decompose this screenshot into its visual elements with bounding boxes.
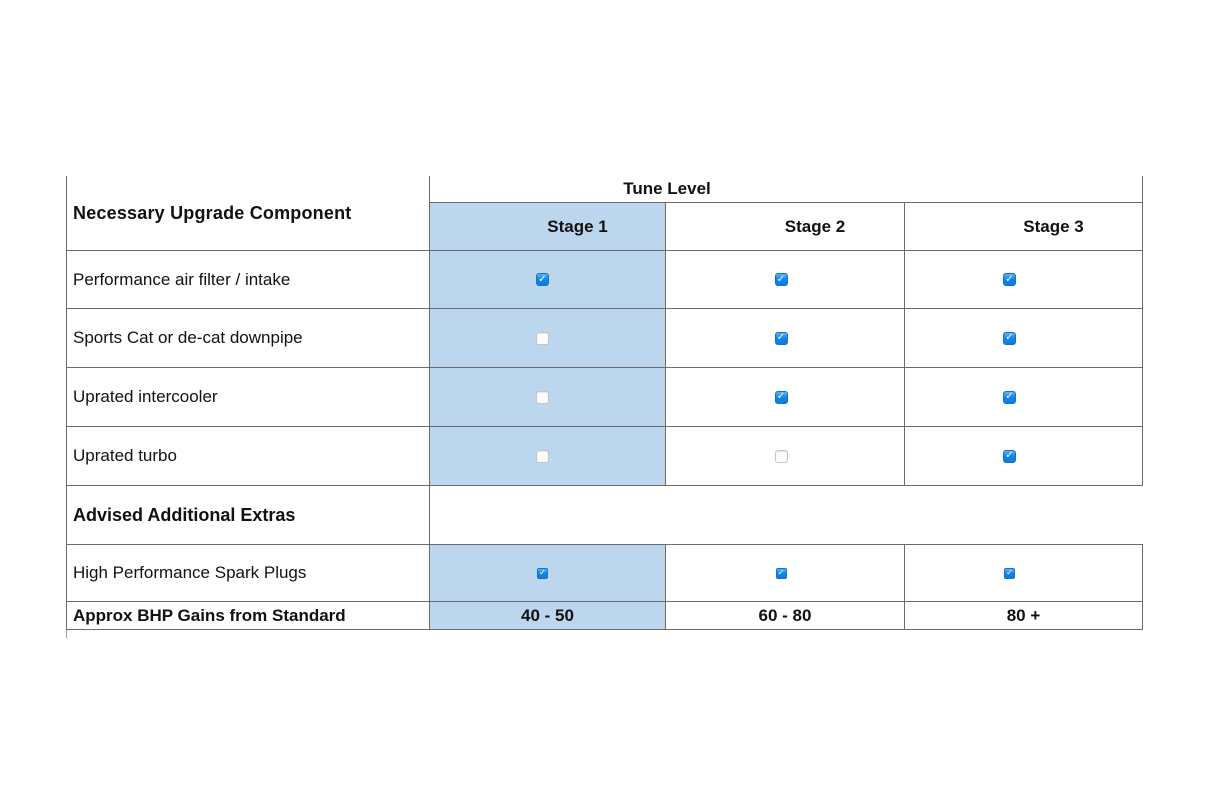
row-label: Performance air filter / intake (66, 251, 430, 309)
section-empty-cell (430, 486, 1143, 545)
row-label: Uprated turbo (66, 427, 430, 486)
stage3-cell (905, 545, 1143, 602)
section-header: Advised Additional Extras (66, 486, 430, 545)
stage2-cell (666, 545, 905, 602)
stage1-cell (430, 251, 666, 309)
stage-checkbox[interactable] (537, 567, 548, 579)
stage-checkbox[interactable] (536, 390, 549, 404)
stage2-header-label: Stage 2 (784, 216, 846, 236)
footer-label: Approx BHP Gains from Standard (66, 602, 430, 630)
stage-checkbox[interactable] (1004, 567, 1015, 579)
stage-checkbox[interactable] (1003, 390, 1016, 404)
stage3-cell (905, 368, 1143, 427)
stage2-cell (666, 251, 905, 309)
stage2-cell (666, 368, 905, 427)
stage1-cell (430, 427, 666, 486)
stage2-cell (666, 309, 905, 368)
stage-checkbox[interactable] (536, 273, 549, 286)
stage-checkbox[interactable] (774, 273, 788, 286)
tune-level-table: Necessary Upgrade Component Tune Level S… (66, 176, 1143, 630)
stage2-header: Stage 2 (666, 203, 905, 251)
stage1-cell (430, 545, 666, 602)
stage3-bhp-value: 80 + (905, 602, 1143, 630)
stage1-cell (430, 368, 666, 427)
stage3-cell (905, 251, 1143, 309)
stage3-header-label: Stage 3 (1023, 216, 1084, 236)
row-label: High Performance Spark Plugs (66, 545, 430, 602)
stage-checkbox[interactable] (1003, 331, 1016, 345)
group-header-label: Tune Level (623, 179, 711, 198)
row-label: Uprated intercooler (66, 368, 430, 427)
stage1-bhp-value: 40 - 50 (430, 602, 666, 630)
stage-checkbox[interactable] (774, 331, 788, 345)
stage-checkbox[interactable] (1003, 449, 1016, 463)
gridline-tick (66, 630, 67, 638)
stage-checkbox[interactable] (774, 449, 788, 463)
stage-checkbox[interactable] (775, 567, 787, 579)
stage-checkbox[interactable] (1003, 273, 1016, 286)
stage1-header: Stage 1 (430, 203, 666, 251)
stage3-cell (905, 427, 1143, 486)
stage1-header-label: Stage 1 (547, 216, 608, 236)
corner-header: Necessary Upgrade Component (66, 176, 430, 251)
stage-checkbox[interactable] (536, 449, 549, 463)
stage1-cell (430, 309, 666, 368)
stage2-cell (666, 427, 905, 486)
row-label: Sports Cat or de-cat downpipe (66, 309, 430, 368)
stage3-cell (905, 309, 1143, 368)
stage2-bhp-value: 60 - 80 (666, 602, 905, 630)
stage-checkbox[interactable] (536, 331, 549, 345)
stage3-header: Stage 3 (905, 203, 1143, 251)
stage-checkbox[interactable] (774, 390, 788, 404)
group-header-cell: Tune Level (430, 176, 1143, 203)
